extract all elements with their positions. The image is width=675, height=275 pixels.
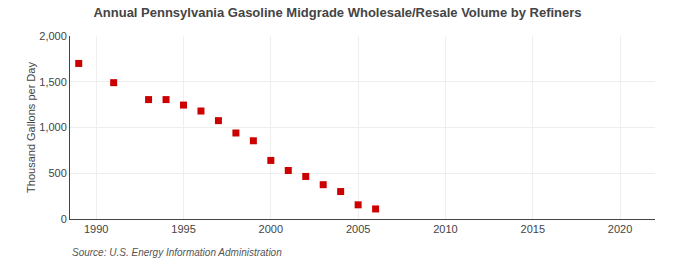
svg-text:0: 0 — [61, 213, 67, 225]
svg-text:1,500: 1,500 — [39, 76, 67, 88]
svg-text:1,000: 1,000 — [39, 121, 67, 133]
svg-text:2,000: 2,000 — [39, 30, 67, 42]
svg-text:1995: 1995 — [171, 223, 195, 235]
svg-text:2010: 2010 — [433, 223, 457, 235]
svg-text:Annual Pennsylvania Gasoline M: Annual Pennsylvania Gasoline Midgrade Wh… — [93, 5, 581, 20]
svg-text:2020: 2020 — [608, 223, 632, 235]
svg-text:2000: 2000 — [259, 223, 283, 235]
svg-text:Thousand Gallons per Day: Thousand Gallons per Day — [25, 62, 37, 193]
svg-text:2005: 2005 — [346, 223, 370, 235]
svg-text:2015: 2015 — [521, 223, 545, 235]
svg-text:500: 500 — [48, 167, 66, 179]
svg-text:Source: U.S. Energy Informatio: Source: U.S. Energy Information Administ… — [72, 247, 282, 258]
svg-text:1990: 1990 — [84, 223, 108, 235]
